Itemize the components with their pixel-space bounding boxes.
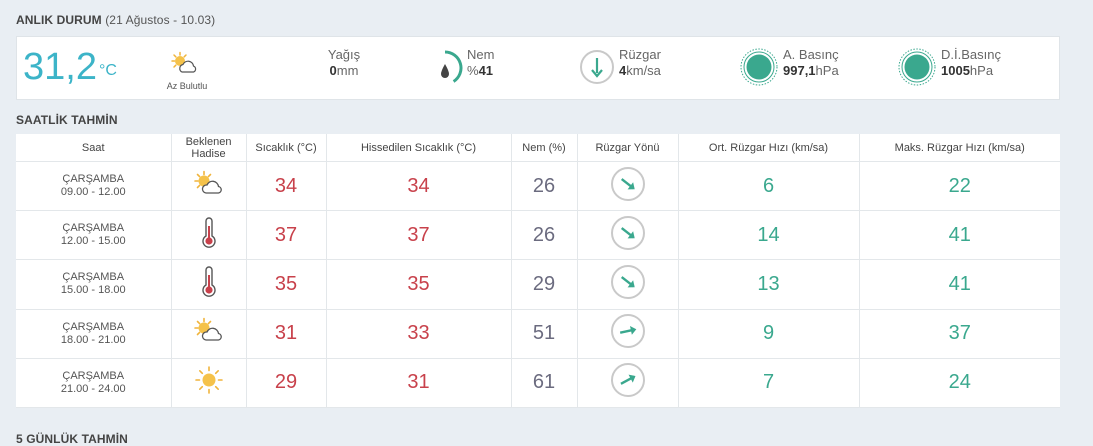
time-cell: ÇARŞAMBA 09.00 - 12.00 <box>16 161 172 212</box>
table-row: ÇARŞAMBA 21.00 - 24.00 29 31 61 7 24 <box>16 358 1060 409</box>
northeast-arrow-icon <box>610 362 646 403</box>
southeast-arrow-icon <box>610 215 646 256</box>
southeast-arrow-icon <box>610 264 646 305</box>
sea-pressure-icon <box>898 48 936 86</box>
thermometer-icon <box>199 266 219 303</box>
current-temperature: 31,2 °C <box>23 46 117 88</box>
humidity-gauge-icon <box>441 50 463 83</box>
wind-dir-cell <box>577 358 679 409</box>
header-event: Beklenen Hadise <box>171 134 247 162</box>
daily-section-title: 5 GÜNLÜK TAHMİN <box>16 432 128 446</box>
event-cell <box>171 358 247 409</box>
current-section-title: ANLIK DURUM (21 Ağustos - 10.03) <box>16 13 216 27</box>
table-row: ÇARŞAMBA 18.00 - 21.00 31 33 51 9 37 <box>16 309 1060 359</box>
sunny-icon <box>194 365 224 400</box>
wind-dir-cell <box>577 259 679 310</box>
temp-cell: 31 <box>246 309 327 359</box>
wind-dir-cell <box>577 309 679 359</box>
avg-wind-cell: 9 <box>678 309 860 359</box>
pressure-block: A. Basınç 997,1hPa <box>783 47 839 78</box>
partly-cloudy-icon <box>171 51 197 73</box>
header-temp: Sıcaklık (°C) <box>246 134 327 162</box>
rain-block: Yağış 0mm <box>327 47 361 78</box>
humidity-cell: 26 <box>511 161 578 212</box>
avg-wind-cell: 6 <box>678 161 860 212</box>
temp-cell: 29 <box>246 358 327 409</box>
sea-pressure-block: D.İ.Basınç 1005hPa <box>941 47 1001 78</box>
max-wind-cell: 22 <box>859 161 1060 212</box>
table-row: ÇARŞAMBA 12.00 - 15.00 37 37 26 14 41 <box>16 210 1060 261</box>
header-wind-dir: Rüzgar Yönü <box>577 134 679 162</box>
weather-description: Az Bulutlu <box>166 81 208 91</box>
hourly-forecast-table: Saat Beklenen Hadise Sıcaklık (°C) Hisse… <box>16 134 1060 409</box>
humidity-cell: 29 <box>511 259 578 310</box>
temp-cell: 35 <box>246 259 327 310</box>
table-row: ÇARŞAMBA 15.00 - 18.00 35 35 29 13 41 <box>16 259 1060 310</box>
header-max-wind: Maks. Rüzgar Hızı (km/sa) <box>859 134 1060 162</box>
hourly-section-title: SAATLİK TAHMİN <box>16 113 118 127</box>
humidity-cell: 51 <box>511 309 578 359</box>
max-wind-cell: 24 <box>859 358 1060 409</box>
southeast-arrow-icon <box>610 166 646 207</box>
thermometer-icon <box>199 217 219 254</box>
pressure-icon <box>740 48 778 86</box>
feels-cell: 34 <box>326 161 512 212</box>
event-cell <box>171 259 247 310</box>
time-cell: ÇARŞAMBA 18.00 - 21.00 <box>16 309 172 359</box>
max-wind-cell: 37 <box>859 309 1060 359</box>
current-conditions-panel: 31,2 °C Az Bulutlu Yağış 0mm Nem %41 Rüzg… <box>16 36 1060 100</box>
feels-cell: 37 <box>326 210 512 261</box>
wind-dir-cell <box>577 161 679 212</box>
event-cell <box>171 309 247 359</box>
partly-cloudy-icon <box>192 170 226 203</box>
temp-cell: 34 <box>246 161 327 212</box>
header-humidity: Nem (%) <box>511 134 578 162</box>
feels-cell: 33 <box>326 309 512 359</box>
humidity-block: Nem %41 <box>467 47 495 78</box>
partly-cloudy-icon <box>192 317 226 350</box>
event-cell <box>171 210 247 261</box>
wind-block: Rüzgar 4km/sa <box>619 47 661 78</box>
avg-wind-cell: 14 <box>678 210 860 261</box>
wind-dir-cell <box>577 210 679 261</box>
header-avg-wind: Ort. Rüzgar Hızı (km/sa) <box>678 134 860 162</box>
header-feels: Hissedilen Sıcaklık (°C) <box>326 134 512 162</box>
time-cell: ÇARŞAMBA 21.00 - 24.00 <box>16 358 172 409</box>
table-header-row: Saat Beklenen Hadise Sıcaklık (°C) Hisse… <box>16 134 1060 162</box>
east-arrow-icon <box>610 313 646 354</box>
header-time: Saat <box>16 134 172 162</box>
avg-wind-cell: 7 <box>678 358 860 409</box>
max-wind-cell: 41 <box>859 259 1060 310</box>
feels-cell: 31 <box>326 358 512 409</box>
temp-cell: 37 <box>246 210 327 261</box>
humidity-cell: 26 <box>511 210 578 261</box>
avg-wind-cell: 13 <box>678 259 860 310</box>
max-wind-cell: 41 <box>859 210 1060 261</box>
wind-direction-icon <box>580 50 614 84</box>
time-cell: ÇARŞAMBA 12.00 - 15.00 <box>16 210 172 261</box>
table-row: ÇARŞAMBA 09.00 - 12.00 34 34 26 6 22 <box>16 161 1060 212</box>
time-cell: ÇARŞAMBA 15.00 - 18.00 <box>16 259 172 310</box>
feels-cell: 35 <box>326 259 512 310</box>
humidity-cell: 61 <box>511 358 578 409</box>
event-cell <box>171 161 247 212</box>
